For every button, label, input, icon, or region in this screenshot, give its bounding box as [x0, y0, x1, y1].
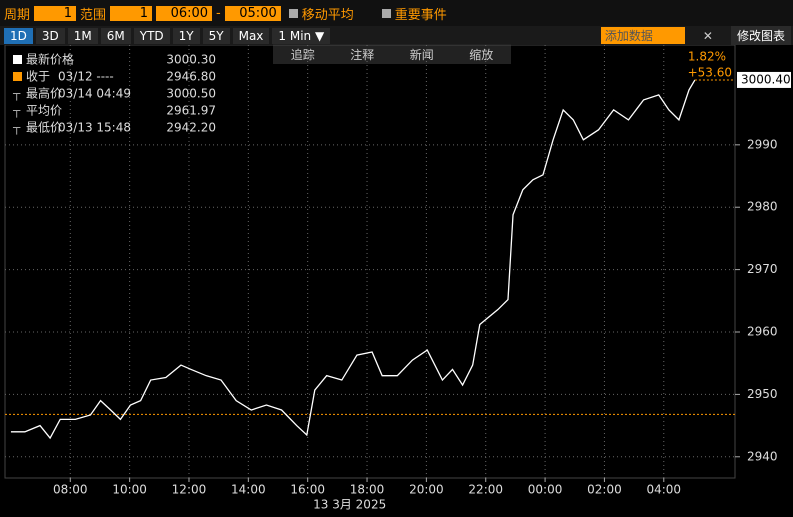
price-line [10, 79, 696, 440]
button[interactable]: 6M [100, 27, 131, 44]
x-tick-label: 14:00 [231, 483, 266, 497]
tool-button[interactable]: 缩放 [469, 47, 494, 62]
x-tick-label: 10:00 [112, 483, 147, 497]
button[interactable]: Max [232, 27, 270, 44]
y-tick-label: 2950 [747, 387, 778, 401]
tool-button[interactable]: 新闻 [409, 47, 434, 62]
legend-value: 3000.30 [166, 53, 216, 67]
checkbox[interactable] [381, 8, 391, 18]
legend-icon: ┬ [12, 104, 21, 118]
y-tick-label: 2960 [747, 325, 778, 339]
x-tick-label: 18:00 [350, 483, 385, 497]
x-tick-label: 08:00 [53, 483, 88, 497]
y-tick-label: 2980 [747, 200, 778, 214]
tool-button[interactable]: 注释 [350, 47, 375, 62]
legend-swatch [13, 55, 22, 64]
label[interactable]: 移动平均 [301, 7, 354, 23]
button[interactable]: YTD [133, 27, 170, 44]
label: 范围 [80, 7, 107, 23]
x-tick-label: 22:00 [468, 483, 503, 497]
x-tick-label: 04:00 [646, 483, 681, 497]
legend-name: 收于 [26, 70, 50, 84]
tool-button[interactable]: 追踪 [290, 47, 315, 62]
button[interactable]: 1D [4, 27, 33, 44]
legend-name: 平均价 [26, 104, 62, 118]
legend-date: 03/14 04:49 [58, 87, 131, 101]
legend-name: 最新价格 [26, 52, 74, 67]
label: 周期 [4, 7, 31, 23]
legend-icon: ┬ [12, 87, 21, 101]
button-group: 1D 3D 1M 6M YTD 1Y 5Y Max 1 Min ▼ [4, 27, 331, 44]
x-tick-label: 16:00 [290, 483, 325, 497]
x-tick-label: 02:00 [587, 483, 622, 497]
legend-date: 03/12 ---- [58, 70, 114, 84]
x-tick-label: 12:00 [172, 483, 207, 497]
input[interactable]: 1 [110, 5, 153, 21]
y-tick-label: 2940 [747, 449, 778, 463]
y-tick-label: 2990 [747, 137, 778, 151]
x-tick-label: 20:00 [409, 483, 444, 497]
input[interactable]: 添加数据 [600, 27, 685, 44]
button[interactable]: 3D [35, 27, 65, 44]
last-price-box [737, 71, 791, 88]
change-abs: +53.60 [688, 66, 732, 80]
legend-value: 2961.97 [166, 104, 216, 118]
legend-value: 3000.50 [166, 87, 216, 101]
label: - [216, 5, 221, 21]
date-label: 13 3月 2025 [313, 498, 386, 512]
legend-icon: ┬ [12, 121, 21, 135]
button[interactable]: 5Y [202, 27, 230, 44]
top-bar: 周期 1 范围 1 06:00 - 05:00 移动平均 重要事件 [0, 0, 793, 26]
chart: 2940 2950 2960 2970 2980 2990 08:00 10:00 12:00 1… [4, 45, 791, 512]
label[interactable]: 重要事件 [394, 7, 447, 23]
button[interactable]: 1Y [172, 27, 200, 44]
last-price-label: 3000.40 [741, 72, 791, 86]
plot-frame [4, 45, 736, 479]
change-pct: 1.82% [688, 50, 726, 64]
legend-name: 最高价 [26, 86, 62, 101]
tool-bar: 1D 3D 1M 6M YTD 1Y 5Y Max 1 Min ▼ 添加数据 ✕ 修改图表 [0, 26, 793, 45]
button[interactable]: 1 Min ▼ [272, 27, 331, 44]
legend-value: 2946.80 [166, 70, 216, 84]
legend-value: 2942.20 [166, 121, 216, 135]
icon[interactable]: ✕ [702, 28, 713, 43]
y-tick-label: 2970 [747, 262, 778, 276]
input[interactable]: 05:00 [224, 5, 281, 21]
legend-name: 最低价 [26, 121, 62, 135]
checkbox[interactable] [288, 8, 298, 18]
legend-date: 03/13 15:48 [58, 121, 131, 135]
x-tick-label: 00:00 [528, 483, 563, 497]
button[interactable]: 1M [67, 27, 98, 44]
button[interactable]: 修改图表 [730, 26, 791, 45]
legend-swatch [13, 72, 22, 81]
chart-tools: 追踪 注释 新闻 缩放 [273, 44, 511, 64]
input[interactable]: 1 [34, 5, 77, 21]
input[interactable]: 06:00 [156, 5, 213, 21]
